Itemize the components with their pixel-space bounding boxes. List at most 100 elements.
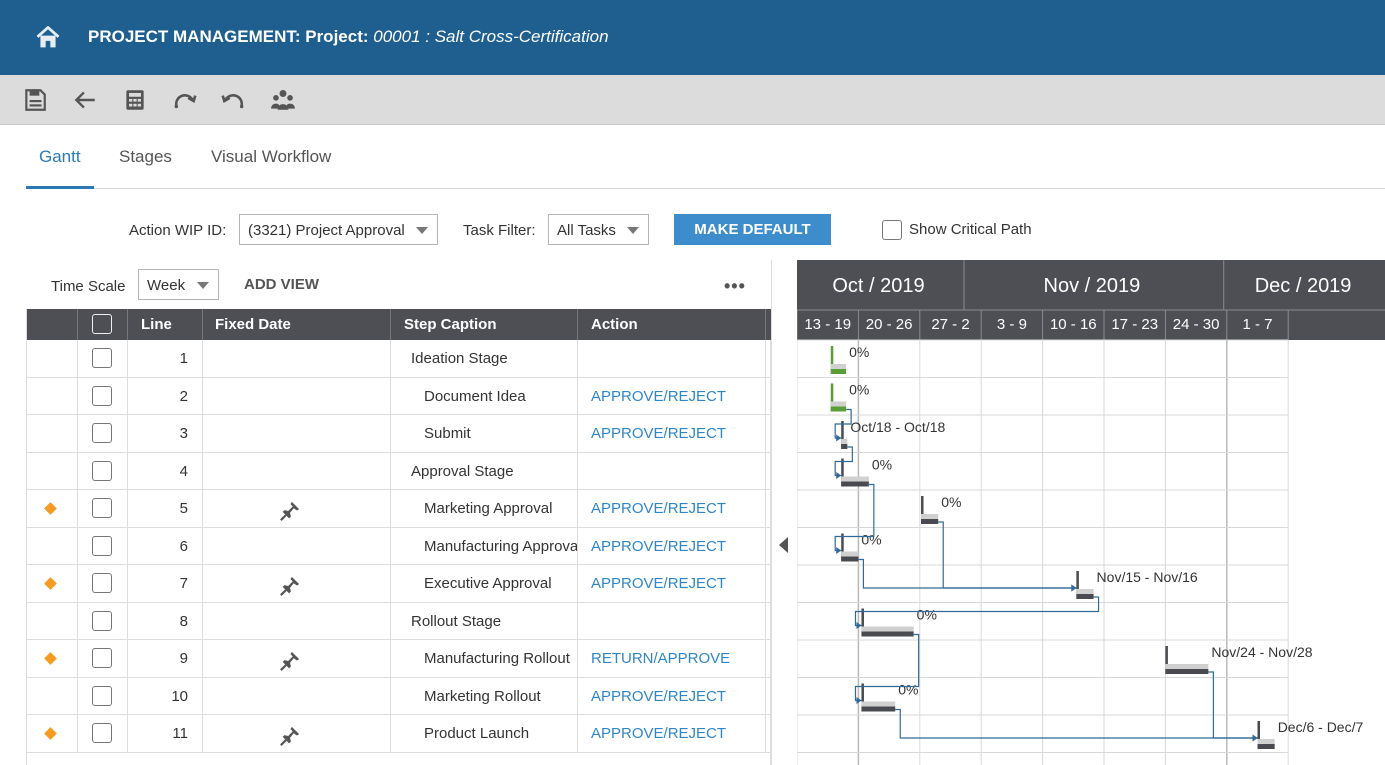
row-checkbox[interactable] — [92, 685, 112, 706]
action-link[interactable]: APPROVE/REJECT — [578, 377, 766, 415]
gantt-bar-label: Dec/6 - Dec/7 — [1278, 719, 1364, 735]
table-row[interactable]: 7 Executive Approval APPROVE/REJECT — [27, 565, 772, 603]
critical-marker-cell — [27, 452, 78, 490]
undo-icon[interactable] — [220, 87, 246, 113]
pin-icon[interactable] — [279, 725, 301, 747]
fixed-date-cell — [203, 677, 391, 715]
tab-stages[interactable]: Stages — [119, 147, 172, 166]
table-row[interactable]: 1 Ideation Stage — [27, 340, 772, 378]
table-row[interactable]: 11 Product Launch APPROVE/REJECT — [27, 715, 772, 753]
header-line[interactable]: Line — [128, 309, 203, 340]
gantt-bar-start — [830, 346, 834, 374]
more-options-icon[interactable]: ••• — [724, 276, 746, 296]
panel-splitter[interactable] — [771, 260, 797, 765]
dependency-arrow — [1252, 734, 1258, 742]
action-link[interactable]: RETURN/APPROVE — [578, 640, 766, 678]
tab-bar: Gantt Stages Visual Workflow — [26, 125, 1385, 189]
tab-gantt[interactable]: Gantt — [26, 147, 94, 189]
line-cell: 5 — [128, 490, 203, 528]
fixed-date-cell — [203, 715, 391, 753]
action-link[interactable] — [578, 340, 766, 378]
action-link[interactable]: APPROVE/REJECT — [578, 677, 766, 715]
gantt-bar — [1076, 594, 1094, 599]
gantt-bar-label: 0% — [849, 344, 869, 360]
select-all-checkbox[interactable] — [92, 314, 112, 334]
step-caption-cell: Marketing Approval — [391, 490, 578, 528]
gantt-bar-label: 0% — [917, 607, 937, 623]
week-label: 20 - 26 — [866, 316, 913, 333]
row-checkbox[interactable] — [92, 723, 112, 743]
project-name: 00001 : Salt Cross-Certification — [373, 27, 609, 46]
wip-select[interactable]: (3321) Project Approval — [239, 214, 438, 245]
dependency-link — [938, 521, 1077, 589]
row-checkbox[interactable] — [92, 610, 112, 631]
table-row[interactable]: 2 Document Idea APPROVE/REJECT — [27, 377, 772, 415]
gantt-bar — [841, 481, 869, 487]
select-cell — [78, 340, 128, 378]
critical-marker-cell — [27, 490, 78, 528]
header-action[interactable]: Action — [578, 309, 766, 340]
gantt-bar-start — [830, 383, 834, 412]
row-checkbox[interactable] — [92, 535, 112, 556]
row-checkbox[interactable] — [92, 460, 112, 481]
action-link[interactable]: APPROVE/REJECT — [578, 415, 766, 453]
tab-visual-workflow[interactable]: Visual Workflow — [211, 147, 332, 166]
header-step-caption[interactable]: Step Caption — [391, 309, 578, 340]
action-link[interactable] — [578, 602, 766, 640]
critical-path-checkbox[interactable] — [882, 220, 902, 240]
action-link[interactable]: APPROVE/REJECT — [578, 715, 766, 753]
action-link[interactable] — [578, 452, 766, 490]
fixed-date-cell — [203, 565, 391, 603]
select-cell — [78, 490, 128, 528]
action-link[interactable]: APPROVE/REJECT — [578, 565, 766, 603]
row-checkbox[interactable] — [92, 423, 112, 443]
table-row[interactable]: 10 Marketing Rollout APPROVE/REJECT — [27, 677, 772, 715]
gantt-bar-start — [921, 496, 924, 524]
row-checkbox[interactable] — [92, 648, 112, 668]
diamond-icon — [44, 727, 57, 740]
back-arrow-icon[interactable] — [72, 87, 98, 113]
step-caption-cell: Executive Approval — [391, 565, 578, 603]
fixed-date-cell — [203, 602, 391, 640]
table-row[interactable]: 9 Manufacturing Rollout RETURN/APPROVE — [27, 640, 772, 678]
header-fixed-date[interactable]: Fixed Date — [203, 309, 391, 340]
gantt-bar-label: Nov/15 - Nov/16 — [1097, 569, 1198, 585]
add-view-button[interactable]: ADD VIEW — [244, 276, 319, 293]
critical-marker-cell — [27, 677, 78, 715]
wip-label: Action WIP ID: — [129, 222, 227, 239]
task-filter-value: All Tasks — [557, 222, 616, 239]
gantt-bar-start — [841, 421, 844, 449]
row-checkbox[interactable] — [92, 348, 112, 368]
pin-icon[interactable] — [279, 650, 301, 672]
row-checkbox[interactable] — [92, 573, 112, 593]
table-row[interactable]: 8 Rollout Stage — [27, 602, 772, 640]
task-filter-select[interactable]: All Tasks — [548, 214, 649, 245]
row-checkbox[interactable] — [92, 385, 112, 406]
calculator-icon[interactable] — [122, 87, 148, 113]
table-row[interactable]: 3 Submit APPROVE/REJECT — [27, 415, 772, 453]
pin-icon[interactable] — [279, 575, 301, 597]
table-row[interactable]: 4 Approval Stage — [27, 452, 772, 490]
gantt-bar-track — [861, 701, 896, 707]
collapse-left-icon[interactable] — [779, 537, 788, 553]
make-default-button[interactable]: MAKE DEFAULT — [674, 214, 831, 245]
table-row[interactable]: 5 Marketing Approval APPROVE/REJECT — [27, 490, 772, 528]
table-row[interactable]: 6 Manufacturing Approval APPROVE/REJECT — [27, 527, 772, 565]
gantt-bar-start — [1165, 646, 1168, 674]
toolbar — [0, 75, 1385, 125]
redo-icon[interactable] — [172, 87, 198, 113]
users-icon[interactable] — [270, 87, 296, 113]
save-icon[interactable] — [22, 87, 48, 113]
row-checkbox[interactable] — [92, 498, 112, 518]
action-link[interactable]: APPROVE/REJECT — [578, 490, 766, 528]
time-scale-select[interactable]: Week — [138, 269, 219, 300]
action-link[interactable]: APPROVE/REJECT — [578, 527, 766, 565]
gantt-bar-track — [830, 364, 847, 369]
gantt-bar-start — [841, 533, 844, 562]
pin-icon[interactable] — [279, 500, 301, 522]
gantt-bar-label: 0% — [872, 457, 892, 473]
home-icon[interactable] — [34, 24, 62, 52]
gantt-bar-start — [861, 683, 864, 712]
critical-marker-cell — [27, 602, 78, 640]
step-caption-cell: Ideation Stage — [391, 340, 578, 378]
